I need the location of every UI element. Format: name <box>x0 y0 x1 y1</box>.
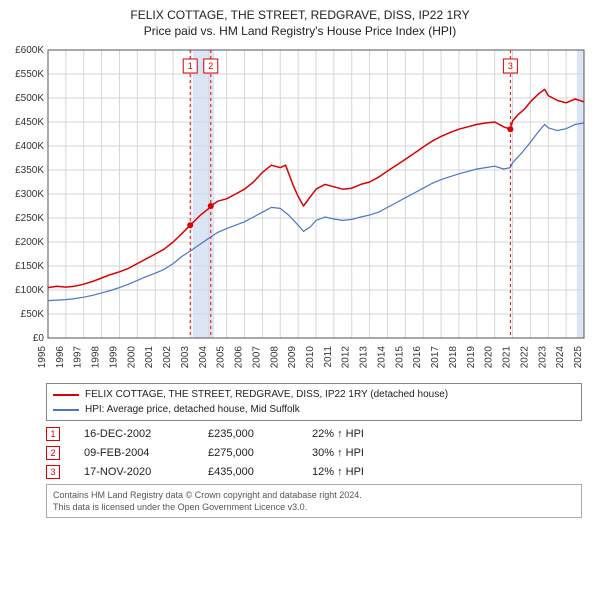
legend-swatch <box>53 409 79 411</box>
marker-badge: 3 <box>46 465 60 479</box>
svg-text:£500K: £500K <box>15 93 44 104</box>
svg-text:£150K: £150K <box>15 261 44 272</box>
svg-text:£200K: £200K <box>15 237 44 248</box>
svg-text:2020: 2020 <box>484 346 495 369</box>
line-chart: £0 £50K £100K £150K £200K £250K £300K £350K £400… <box>8 42 592 372</box>
svg-text:2012: 2012 <box>341 346 352 369</box>
chart-title-1: FELIX COTTAGE, THE STREET, REDGRAVE, DIS… <box>0 0 600 22</box>
legend: FELIX COTTAGE, THE STREET, REDGRAVE, DIS… <box>46 383 582 421</box>
legend-label: HPI: Average price, detached house, Mid … <box>85 402 300 417</box>
chart-title-2: Price paid vs. HM Land Registry's House … <box>0 22 600 38</box>
marker-diff: 30% ↑ HPI <box>312 447 412 459</box>
svg-text:2021: 2021 <box>502 346 513 369</box>
svg-text:2: 2 <box>208 61 213 71</box>
markers-table: 1 16-DEC-2002 £235,000 22% ↑ HPI 2 09-FEB-200… <box>46 427 582 479</box>
marker-price: £275,000 <box>208 447 288 459</box>
svg-text:2010: 2010 <box>305 346 316 369</box>
svg-text:2018: 2018 <box>448 346 459 369</box>
marker-badge: 2 <box>46 446 60 460</box>
svg-text:1997: 1997 <box>73 346 84 369</box>
marker-date: 17-NOV-2020 <box>84 466 184 478</box>
marker-diff: 12% ↑ HPI <box>312 466 412 478</box>
svg-text:£600K: £600K <box>15 45 44 56</box>
svg-text:£100K: £100K <box>15 285 44 296</box>
svg-text:1995: 1995 <box>37 346 48 369</box>
marker-row: 2 09-FEB-2004 £275,000 30% ↑ HPI <box>46 446 582 460</box>
marker-price: £435,000 <box>208 466 288 478</box>
svg-text:2008: 2008 <box>269 346 280 369</box>
svg-text:1996: 1996 <box>55 346 66 369</box>
footer-line-1: Contains HM Land Registry data © Crown c… <box>53 489 575 501</box>
svg-text:1: 1 <box>188 61 193 71</box>
svg-text:£300K: £300K <box>15 189 44 200</box>
svg-text:2005: 2005 <box>216 346 227 369</box>
svg-text:2015: 2015 <box>394 346 405 369</box>
footer-line-2: This data is licensed under the Open Gov… <box>53 501 575 513</box>
svg-text:3: 3 <box>508 61 513 71</box>
svg-text:2001: 2001 <box>144 346 155 369</box>
svg-text:2016: 2016 <box>412 346 423 369</box>
svg-text:£400K: £400K <box>15 141 44 152</box>
legend-item: HPI: Average price, detached house, Mid … <box>53 402 575 417</box>
svg-text:2003: 2003 <box>180 346 191 369</box>
marker-date: 09-FEB-2004 <box>84 447 184 459</box>
svg-text:£350K: £350K <box>15 165 44 176</box>
legend-item: FELIX COTTAGE, THE STREET, REDGRAVE, DIS… <box>53 387 575 402</box>
svg-text:2022: 2022 <box>519 346 530 369</box>
svg-text:2025: 2025 <box>573 346 584 369</box>
legend-swatch <box>53 394 79 396</box>
svg-text:2002: 2002 <box>162 346 173 369</box>
svg-text:2000: 2000 <box>126 346 137 369</box>
marker-row: 3 17-NOV-2020 £435,000 12% ↑ HPI <box>46 465 582 479</box>
svg-text:£550K: £550K <box>15 69 44 80</box>
svg-text:£0: £0 <box>33 333 45 344</box>
marker-date: 16-DEC-2002 <box>84 428 184 440</box>
svg-text:2007: 2007 <box>251 346 262 369</box>
svg-text:1999: 1999 <box>108 346 119 369</box>
svg-text:2023: 2023 <box>537 346 548 369</box>
svg-text:2004: 2004 <box>198 346 209 369</box>
svg-text:2006: 2006 <box>234 346 245 369</box>
svg-text:2019: 2019 <box>466 346 477 369</box>
svg-text:£450K: £450K <box>15 117 44 128</box>
marker-row: 1 16-DEC-2002 £235,000 22% ↑ HPI <box>46 427 582 441</box>
svg-text:1998: 1998 <box>91 346 102 369</box>
svg-text:2011: 2011 <box>323 346 334 368</box>
chart-area: £0 £50K £100K £150K £200K £250K £300K £350K £400… <box>8 42 592 377</box>
marker-badge: 1 <box>46 427 60 441</box>
svg-text:2024: 2024 <box>555 346 566 369</box>
attribution-footer: Contains HM Land Registry data © Crown c… <box>46 484 582 518</box>
marker-diff: 22% ↑ HPI <box>312 428 412 440</box>
svg-text:2009: 2009 <box>287 346 298 369</box>
svg-text:£50K: £50K <box>21 309 45 320</box>
marker-price: £235,000 <box>208 428 288 440</box>
svg-text:2017: 2017 <box>430 346 441 369</box>
svg-text:2013: 2013 <box>359 346 370 369</box>
svg-text:2014: 2014 <box>376 346 387 369</box>
svg-text:£250K: £250K <box>15 213 44 224</box>
legend-label: FELIX COTTAGE, THE STREET, REDGRAVE, DIS… <box>85 387 448 402</box>
